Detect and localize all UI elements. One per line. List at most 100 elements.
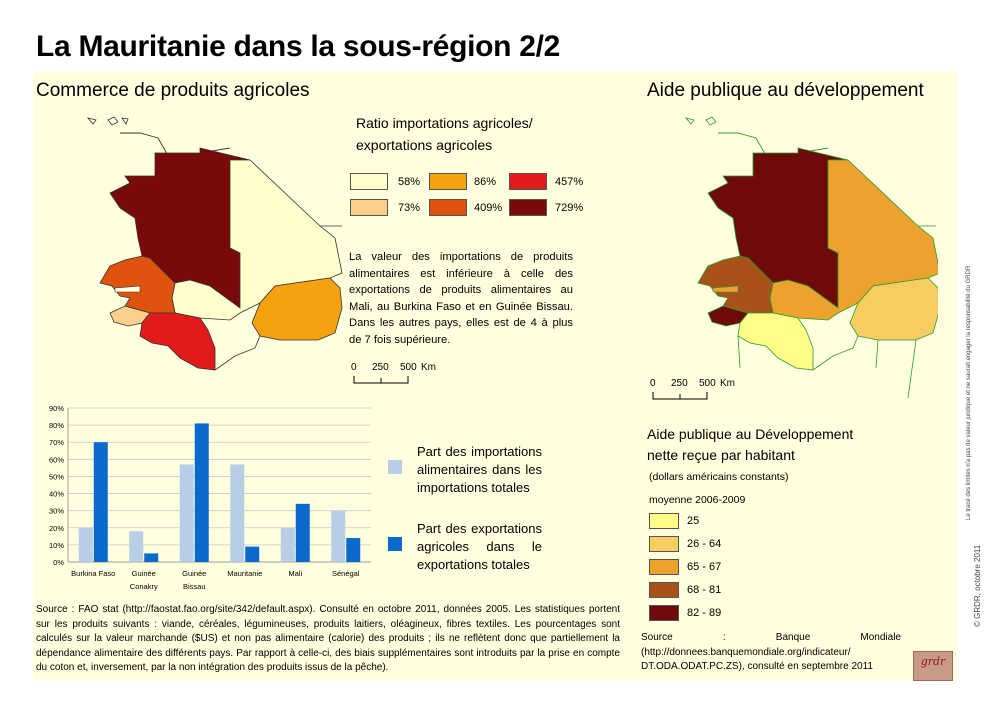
- scale-tick-250: 250: [671, 378, 688, 389]
- left-scale-bar: 0 250 500 Km: [351, 362, 436, 384]
- right-scale-bar: 0 250 500 Km: [650, 378, 735, 400]
- trade-legend-title: Ratio importations agricoles/ exportatio…: [356, 112, 533, 156]
- legend-label-exports: Part des exportations agricoles dans le …: [417, 521, 542, 572]
- y-tick-label: 20%: [49, 524, 64, 533]
- legend-label-58: 58%: [398, 176, 421, 188]
- aid-legend-label: 82 - 89: [687, 607, 722, 619]
- bar-exports: [346, 538, 361, 562]
- y-tick-label: 70%: [49, 438, 64, 447]
- x-tick-label: Guinée: [182, 569, 206, 578]
- aid-legend-label: 68 - 81: [687, 584, 722, 596]
- legend-swatch-457: [509, 173, 547, 190]
- legend-label-409: 409%: [474, 202, 503, 214]
- bar-imports: [129, 531, 144, 562]
- bar-imports: [331, 510, 346, 562]
- map-region-mali: [171, 159, 343, 321]
- legal-disclaimer: Le tracé des limites n'a pas de valeur j…: [966, 265, 972, 520]
- map-coast-fragment: [705, 116, 717, 126]
- legend-label-imports: Part des importations alimentaires dans …: [417, 444, 542, 495]
- credit-note: © GRDR, octobre 2011: [973, 544, 982, 627]
- scale-tick-500: 500: [400, 362, 417, 373]
- scale-tick-0: 0: [650, 378, 656, 389]
- aid-legend-swatch: [649, 513, 679, 529]
- trade-legend-title-line2: exportations agricoles: [356, 137, 493, 153]
- aid-legend-label: 65 - 67: [687, 561, 722, 573]
- scale-line: [652, 392, 708, 400]
- map-coast-fragment: [86, 117, 97, 125]
- y-tick-label: 40%: [49, 490, 64, 499]
- legend-label-73: 73%: [398, 202, 421, 214]
- map-region-mali: [769, 159, 938, 321]
- map-region-gambia: [712, 285, 739, 293]
- page-title: La Mauritanie dans la sous-région 2/2: [36, 30, 561, 63]
- aid-legend-swatch: [649, 582, 679, 598]
- bar-exports: [144, 553, 159, 562]
- legend-swatch-729: [509, 199, 547, 216]
- map-coast-fragment: [121, 117, 129, 125]
- y-tick-label: 30%: [49, 507, 64, 516]
- bar-imports: [179, 464, 194, 562]
- map-border-south: [214, 335, 261, 371]
- aid-legend-title: Aide publique au Développement nette reç…: [647, 424, 853, 466]
- y-tick-label: 60%: [49, 455, 64, 464]
- left-section-title: Commerce de produits agricoles: [36, 80, 310, 101]
- scale-line: [353, 376, 409, 384]
- legend-label-86: 86%: [474, 176, 497, 188]
- legend-swatch-73: [350, 199, 388, 216]
- x-tick-label: Conakry: [130, 582, 158, 591]
- x-tick-label: Guinée: [132, 569, 156, 578]
- aid-map: [684, 116, 938, 399]
- bar-exports: [93, 442, 108, 562]
- x-tick-label: Mauritanie: [227, 569, 262, 578]
- legend-swatch-58: [350, 173, 388, 190]
- bar-exports: [245, 546, 260, 562]
- right-source-note: Source : Banque Mondiale (http://donnees…: [641, 632, 901, 673]
- map-region-guinea: [139, 312, 216, 371]
- trade-ratio-map: [86, 116, 343, 371]
- map-region-guinea: [737, 312, 814, 371]
- bar-exports: [295, 503, 310, 562]
- legend-swatch-exports: [388, 537, 402, 551]
- x-tick-label: Bissau: [183, 582, 206, 591]
- scale-tick-500: 500: [699, 378, 716, 389]
- bar-exports: [194, 423, 209, 562]
- aid-legend-label: 25: [687, 515, 700, 527]
- trade-paragraph: La valeur des importations de produits a…: [349, 251, 573, 346]
- legend-label-457: 457%: [555, 176, 584, 188]
- legend-swatch-409: [429, 199, 467, 216]
- bar-chart: 0% 10% 20% 30% 40% 50% 60% 70% 80% 90% Burkina Fas…: [49, 404, 371, 591]
- bar-imports: [78, 527, 93, 562]
- y-tick-label: 50%: [49, 472, 64, 481]
- map-region-gambia: [114, 285, 141, 293]
- y-tick-label: 80%: [49, 421, 64, 430]
- grdr-logo: grdr: [913, 651, 953, 681]
- scale-tick-0: 0: [351, 362, 357, 373]
- scale-unit: Km: [720, 378, 735, 389]
- aid-legend-title-line2: nette reçue par habitant: [647, 447, 795, 463]
- legend-swatch-86: [429, 173, 467, 190]
- legend-label-729: 729%: [555, 202, 584, 214]
- y-tick-label: 10%: [49, 541, 64, 550]
- x-tick-label: Burkina Faso: [71, 569, 115, 578]
- y-tick-label: 90%: [49, 404, 64, 413]
- legend-swatch-imports: [388, 460, 402, 474]
- scale-tick-250: 250: [372, 362, 389, 373]
- aid-legend-swatch: [649, 605, 679, 621]
- aid-legend-label: 26 - 64: [687, 538, 722, 550]
- scale-unit: Km: [421, 362, 436, 373]
- aid-legend-title-line1: Aide publique au Développement: [647, 426, 854, 442]
- aid-legend-period: moyenne 2006-2009: [649, 494, 746, 506]
- x-tick-label: Sénégal: [332, 569, 360, 578]
- trade-legend-title-line1: Ratio importations agricoles/: [356, 115, 533, 131]
- aid-legend-unit: (dollars américains constants): [649, 471, 789, 483]
- bar-imports: [280, 527, 295, 562]
- map-coast-fragment: [684, 117, 695, 125]
- right-section-title: Aide publique au développement: [647, 80, 924, 101]
- y-tick-label: 0%: [53, 558, 64, 567]
- bar-imports: [230, 464, 245, 562]
- x-tick-label: Mali: [288, 569, 302, 578]
- aid-legend-swatch: [649, 559, 679, 575]
- map-border-neighbours: [737, 225, 936, 399]
- aid-legend-swatch: [649, 536, 679, 552]
- left-source-note: Source : FAO stat (http://faostat.fao.or…: [36, 604, 620, 674]
